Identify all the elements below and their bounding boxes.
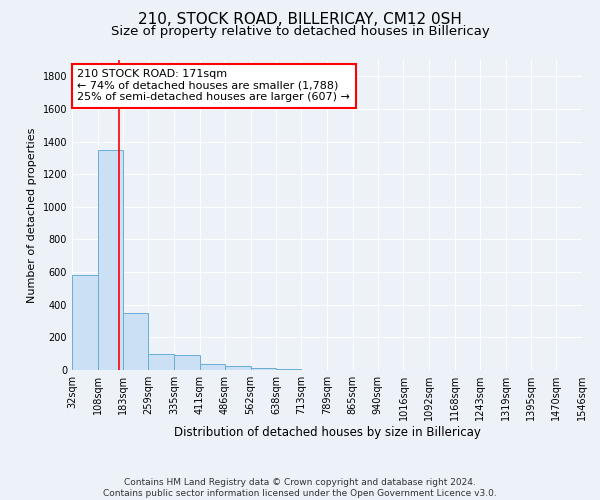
Bar	[225, 366, 251, 370]
Bar	[276, 369, 301, 370]
Bar	[123, 313, 148, 370]
Bar	[72, 276, 98, 370]
Bar	[148, 354, 174, 370]
Text: Size of property relative to detached houses in Billericay: Size of property relative to detached ho…	[110, 25, 490, 38]
Text: Contains HM Land Registry data © Crown copyright and database right 2024.
Contai: Contains HM Land Registry data © Crown c…	[103, 478, 497, 498]
Text: 210 STOCK ROAD: 171sqm
← 74% of detached houses are smaller (1,788)
25% of semi-: 210 STOCK ROAD: 171sqm ← 74% of detached…	[77, 70, 350, 102]
X-axis label: Distribution of detached houses by size in Billericay: Distribution of detached houses by size …	[173, 426, 481, 439]
Bar	[174, 356, 200, 370]
Y-axis label: Number of detached properties: Number of detached properties	[27, 128, 37, 302]
Bar	[251, 368, 276, 370]
Bar	[98, 150, 123, 370]
Text: 210, STOCK ROAD, BILLERICAY, CM12 0SH: 210, STOCK ROAD, BILLERICAY, CM12 0SH	[138, 12, 462, 28]
Bar	[200, 364, 225, 370]
